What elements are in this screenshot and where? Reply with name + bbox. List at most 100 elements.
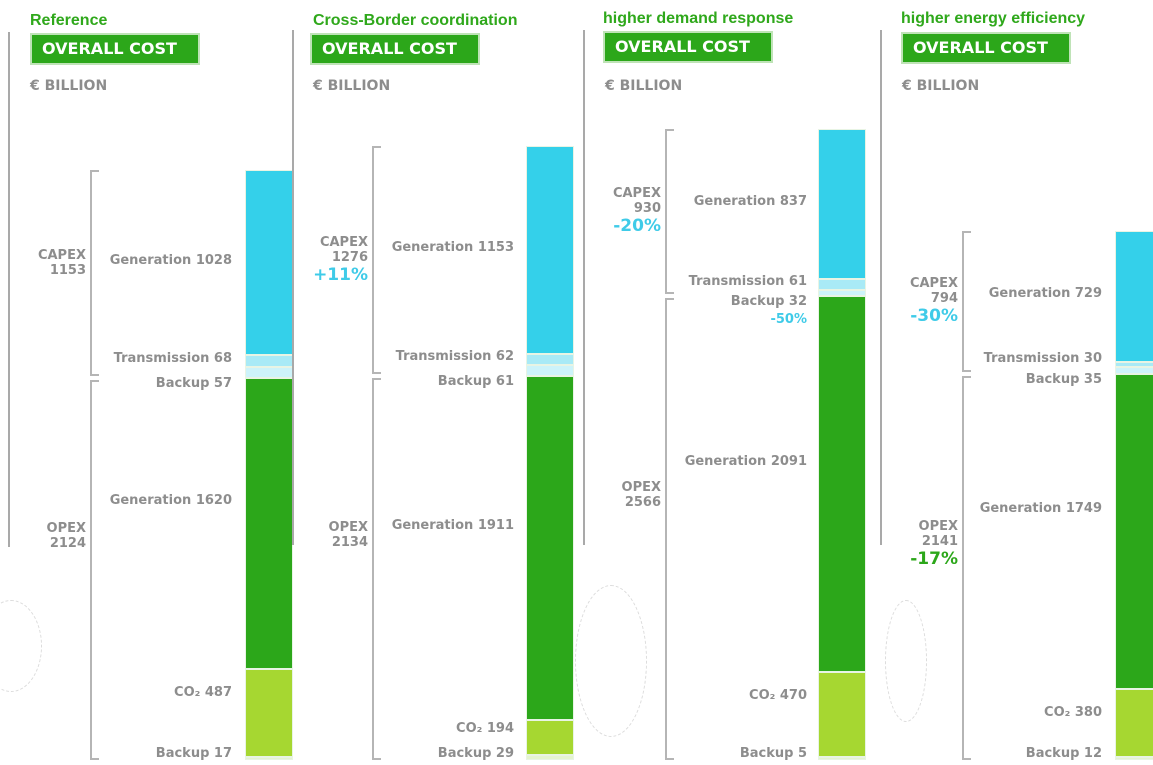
bar-segment-capex-generation [526,146,574,354]
panel-title: Cross-Border coordination [313,12,518,29]
overall-cost-badge: OVERALL COST [310,33,480,65]
bar-segment-opex-backup [245,756,293,760]
segment-label-opex-generation: Generation 1620 [109,493,232,509]
bar-segment-capex-transmission [526,353,574,365]
panel-title: higher energy efficiency [901,10,1086,27]
segment-label-opex-generation: Generation 1911 [391,517,514,533]
bar-segment-capex-backup [245,367,293,378]
capex-group-label: CAPEX 1153 [8,248,86,278]
panel-title: higher demand response [603,10,794,27]
segment-label-capex-generation: Generation 1153 [391,239,514,255]
opex-label: OPEX [621,480,661,495]
segment-label-capex-transmission: Transmission 30 [983,351,1102,367]
bar-segment-capex-transmission [818,279,866,291]
opex-total: 2124 [49,535,86,551]
opex-bracket [372,377,381,760]
chart-panel-reference: Reference OVERALL COST € BILLION CAPEX 11… [8,0,294,765]
segment-label-opex-generation: Generation 1749 [979,501,1102,517]
capex-bracket [665,128,674,294]
segment-label-capex-backup: Backup 57 [155,375,232,391]
segment-label-opex-co2: CO₂ 380 [1044,704,1102,720]
decorative-swirl [575,585,647,737]
chart-panel-demand-response: higher demand response OVERALL COST € BI… [583,0,879,765]
segment-label-capex-transmission: Transmission 68 [113,351,232,367]
segment-label-capex-generation: Generation 837 [693,193,807,209]
capex-bracket [962,230,971,372]
bar-segment-capex-transmission [1115,362,1153,368]
capex-total: 930 [633,201,661,217]
bar-segment-opex-generation [818,296,866,673]
segment-label-capex-backup: Backup 35 [1025,371,1102,387]
chart-panel-cross-border: Cross-Border coordination OVERALL COST €… [292,0,582,765]
bar-segment-opex-co2 [245,669,293,757]
panel-divider-line [8,32,10,547]
capex-change-percent: -20% [613,216,661,237]
opex-group-label: OPEX 2566 [583,480,661,510]
segment-label-opex-generation: Generation 2091 [684,454,807,470]
capex-change-percent: -30% [910,306,958,327]
segment-label-capex-backup: Backup 61 [437,373,514,389]
opex-label: OPEX [918,518,958,534]
segment-label-opex-co2: CO₂ 194 [456,720,514,736]
stacked-cost-bar [818,0,866,765]
capex-bracket [372,146,381,374]
stacked-cost-bar [526,0,574,765]
opex-bracket [962,375,971,760]
segment-label-capex-backup: Backup 32 [730,294,807,310]
unit-label: € BILLION [902,78,980,94]
bar-segment-capex-backup [526,364,574,376]
segment-label-capex-transmission: Transmission 61 [688,274,807,290]
segment-label-opex-backup: Backup 17 [155,746,232,761]
bar-segment-opex-co2 [1115,688,1153,757]
unit-label: € BILLION [30,78,108,94]
opex-total: 2134 [331,534,368,550]
segment-label-capex-generation: Generation 1028 [109,252,232,268]
unit-label: € BILLION [605,78,683,94]
bar-segment-opex-backup [818,757,866,760]
opex-group-label: OPEX 2124 [8,521,86,551]
panel-divider-line [880,30,882,545]
bar-segment-capex-transmission [245,355,293,368]
panel-title: Reference [30,12,108,29]
bar-segment-capex-generation [1115,230,1153,363]
capex-change-percent: +11% [313,265,368,286]
opex-change-percent: -17% [910,548,958,569]
panel-divider-line [583,30,585,545]
opex-total: 2566 [624,495,661,510]
bar-segment-opex-generation [1115,373,1153,689]
overall-cost-badge: OVERALL COST [30,33,200,65]
segment-label-opex-backup: Backup 29 [437,746,514,761]
opex-bracket [90,379,99,760]
segment-label-opex-backup: Backup 5 [739,746,807,761]
bar-segment-opex-co2 [526,719,574,755]
segment-change-note: -50% [770,312,807,328]
opex-label: OPEX [46,520,86,536]
capex-total: 1153 [49,262,86,278]
segment-label-opex-co2: CO₂ 487 [174,685,232,701]
opex-group-label: OPEX 2141 -17% [880,519,958,569]
bar-segment-opex-generation [245,377,293,670]
bar-segment-capex-backup [1115,367,1153,374]
opex-label: OPEX [328,519,368,535]
bar-segment-capex-generation [245,170,293,356]
opex-bracket [665,298,674,760]
overall-cost-badge: OVERALL COST [901,32,1071,64]
capex-label: CAPEX [612,186,661,202]
opex-group-label: OPEX 2134 [292,520,368,550]
capex-label: CAPEX [319,235,368,251]
capex-group-label: CAPEX 794 -30% [880,276,958,326]
segment-label-opex-co2: CO₂ 470 [749,688,807,704]
panel-divider-line [292,30,294,545]
decorative-swirl [885,600,927,722]
opex-total: 2141 [921,533,958,549]
bar-segment-opex-generation [526,375,574,720]
unit-label: € BILLION [313,78,391,94]
capex-total: 1276 [331,250,368,266]
segment-label-capex-transmission: Transmission 62 [395,348,514,364]
bar-segment-opex-backup [1115,757,1153,760]
chart-panel-energy-efficiency: higher energy efficiency OVERALL COST € … [880,0,1153,765]
overall-cost-badge: OVERALL COST [603,31,773,63]
bar-segment-opex-co2 [818,672,866,757]
capex-label: CAPEX [37,247,86,263]
stacked-cost-bar [245,0,293,765]
